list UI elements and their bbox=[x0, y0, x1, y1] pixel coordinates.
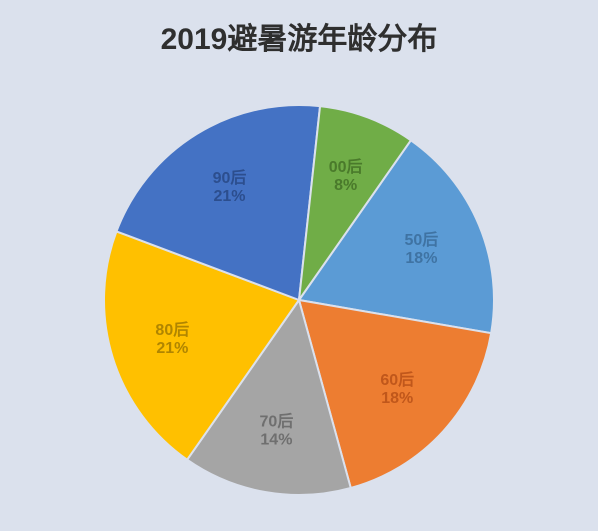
slice-percent-label: 18% bbox=[405, 250, 437, 267]
slice-name-label: 70后 bbox=[260, 413, 294, 431]
slice-percent-label: 21% bbox=[156, 340, 188, 357]
slice-name-label: 80后 bbox=[155, 321, 189, 339]
pie-area: 50后18%60后18%70后14%80后21%90后21%00后8% bbox=[0, 85, 598, 515]
chart-title: 2019避暑游年龄分布 bbox=[0, 14, 598, 58]
slice-percent-label: 8% bbox=[334, 177, 357, 194]
slice-percent-label: 21% bbox=[214, 188, 246, 205]
slice-percent-label: 14% bbox=[260, 432, 292, 449]
pie-svg: 50后18%60后18%70后14%80后21%90后21%00后8% bbox=[0, 85, 598, 515]
slice-name-label: 50后 bbox=[405, 231, 439, 249]
slice-name-label: 00后 bbox=[329, 158, 363, 176]
slice-name-label: 60后 bbox=[380, 371, 414, 389]
slice-percent-label: 18% bbox=[381, 390, 413, 407]
pie-chart: 2019避暑游年龄分布 50后18%60后18%70后14%80后21%90后2… bbox=[0, 0, 598, 531]
slice-name-label: 90后 bbox=[213, 169, 247, 187]
